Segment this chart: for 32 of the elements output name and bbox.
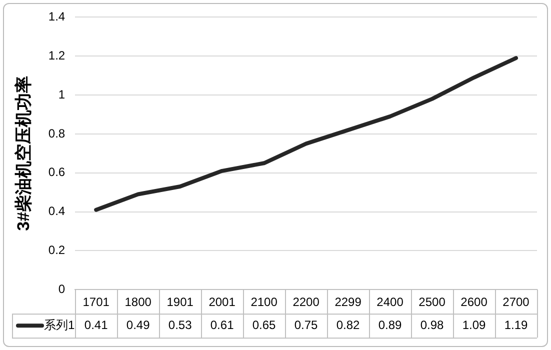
x-tick-label: 2400 <box>376 295 404 310</box>
y-tick-label: 0 <box>58 282 66 296</box>
x-tick-label: 2700 <box>502 295 530 310</box>
data-label: 0.75 <box>294 318 318 332</box>
y-tick-label: 1 <box>58 87 66 102</box>
x-tick-label: 2001 <box>208 295 236 310</box>
data-label: 0.89 <box>378 318 402 332</box>
y-axis-title: 3#柴油机空压机功率 <box>14 76 33 231</box>
data-label: 0.61 <box>210 318 234 332</box>
x-tick-label: 2299 <box>334 295 362 310</box>
data-label: 0.53 <box>168 318 192 332</box>
y-tick-label: 1.2 <box>48 48 66 62</box>
x-tick-label: 2100 <box>250 295 278 310</box>
x-tick-label: 2600 <box>460 295 488 310</box>
y-tick-label: 1.4 <box>48 10 66 24</box>
x-tick-label: 1800 <box>124 295 152 310</box>
data-label: 0.98 <box>420 318 444 332</box>
x-tick-label: 1701 <box>82 295 110 310</box>
y-tick-label: 0.6 <box>48 165 66 180</box>
data-label: 0.82 <box>336 318 360 332</box>
data-label: 0.65 <box>252 318 276 332</box>
y-tick-label: 0.4 <box>48 204 66 218</box>
data-label: 1.19 <box>504 318 528 332</box>
legend-label: 系列1 <box>44 318 75 332</box>
x-tick-label: 1901 <box>166 295 194 310</box>
y-tick-label: 0.8 <box>48 126 66 140</box>
x-tick-label: 2200 <box>292 295 320 310</box>
x-tick-label: 2500 <box>418 295 446 310</box>
data-label: 1.09 <box>462 318 486 332</box>
data-label: 0.41 <box>84 318 108 332</box>
y-tick-label: 0.2 <box>48 243 66 257</box>
data-label: 0.49 <box>126 318 150 332</box>
